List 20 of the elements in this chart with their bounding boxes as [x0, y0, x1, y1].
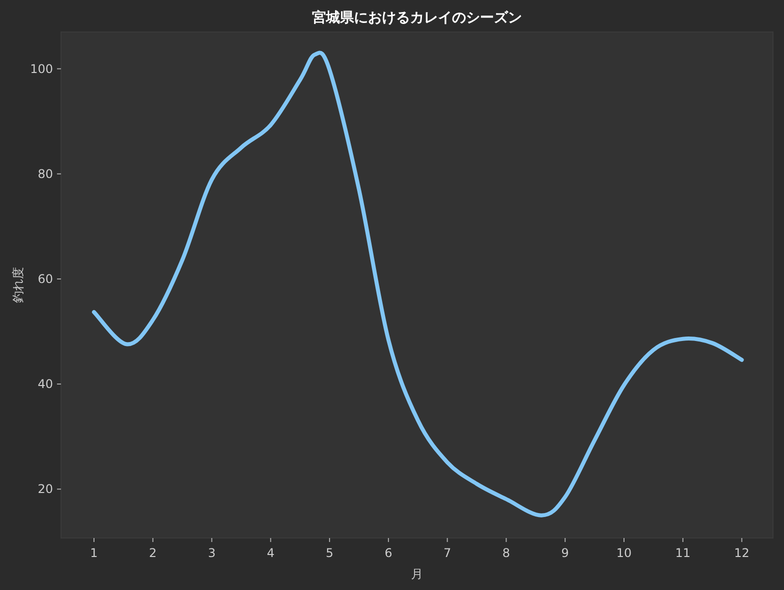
x-tick-label: 3: [208, 546, 216, 560]
chart-title: 宮城県におけるカレイのシーズン: [312, 9, 522, 26]
x-tick-label: 8: [502, 546, 510, 560]
x-tick-label: 4: [266, 546, 274, 560]
x-tick-label: 12: [734, 546, 750, 560]
y-tick-label: 60: [38, 272, 53, 286]
x-tick-label: 2: [149, 546, 157, 560]
y-tick-label: 20: [38, 482, 53, 496]
y-tick-label: 40: [38, 377, 53, 392]
x-tick-label: 11: [675, 546, 691, 560]
y-tick-label: 100: [30, 62, 53, 76]
x-tick-label: 5: [326, 546, 334, 560]
y-tick-label: 80: [38, 166, 53, 181]
x-tick-label: 7: [444, 546, 452, 560]
x-tick-label: 1: [90, 546, 98, 560]
x-axis-title: 月: [411, 567, 423, 581]
x-tick-label: 10: [616, 546, 632, 560]
x-tick-label: 9: [561, 546, 569, 560]
y-axis-title: 釣れ度: [11, 267, 25, 303]
x-tick-label: 6: [384, 546, 392, 560]
